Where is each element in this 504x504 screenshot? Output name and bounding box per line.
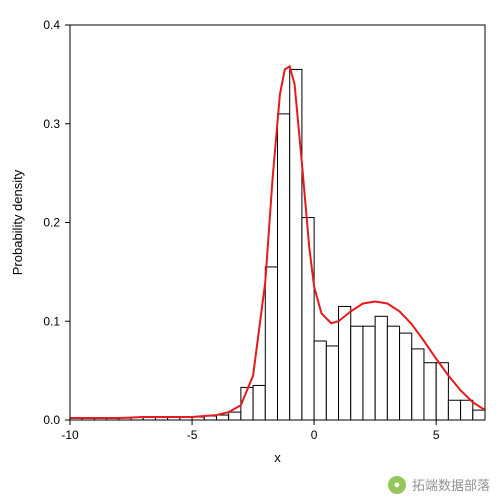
hist-bar: [290, 69, 302, 420]
hist-bar: [314, 341, 326, 420]
y-tick-label: 0.2: [43, 216, 60, 230]
hist-bar: [265, 267, 277, 420]
hist-bar: [375, 316, 387, 420]
y-tick-label: 0.3: [43, 117, 60, 131]
hist-bar: [461, 400, 473, 420]
hist-bar: [400, 333, 412, 420]
hist-bar: [339, 306, 351, 420]
hist-bar: [326, 346, 338, 420]
hist-bar: [448, 400, 460, 420]
y-tick-label: 0.4: [43, 18, 60, 32]
hist-bar: [436, 363, 448, 420]
x-tick-label: -5: [187, 428, 198, 442]
watermark-text: 拓端数据部落: [412, 475, 490, 494]
hist-bar: [216, 415, 228, 420]
hist-bar: [278, 114, 290, 420]
x-tick-label: 0: [311, 428, 318, 442]
y-tick-label: 0.0: [43, 413, 60, 427]
hist-bar: [387, 326, 399, 420]
hist-bar: [351, 326, 363, 420]
hist-bar: [253, 385, 265, 420]
y-axis-label: Probability density: [10, 169, 25, 275]
hist-bar: [473, 410, 485, 420]
x-axis-label: x: [274, 450, 281, 465]
hist-bar: [229, 412, 241, 420]
wechat-icon: ●: [388, 476, 406, 494]
hist-bar: [412, 349, 424, 420]
hist-bar: [363, 326, 375, 420]
watermark: ● 拓端数据部落: [388, 475, 490, 494]
x-tick-label: 5: [433, 428, 440, 442]
y-tick-label: 0.1: [43, 314, 60, 328]
x-tick-label: -10: [61, 428, 79, 442]
hist-bar: [424, 363, 436, 420]
hist-bar: [302, 218, 314, 420]
